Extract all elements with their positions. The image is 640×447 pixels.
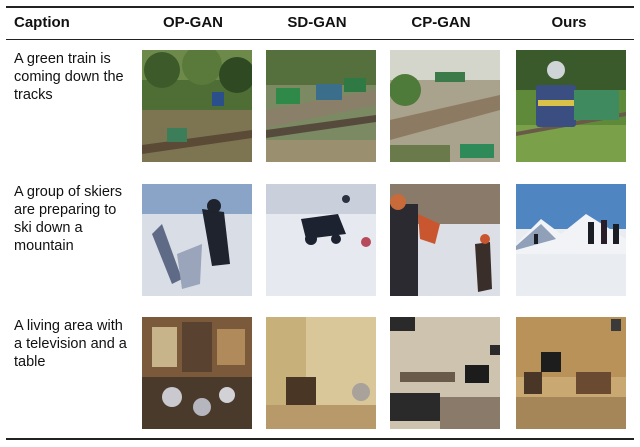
image-op-gan-train [142, 50, 252, 162]
image-ours-living-area [516, 317, 626, 429]
image-sd-gan-train [266, 50, 376, 162]
table-top-rule [6, 6, 634, 8]
image-op-gan-living-area [142, 317, 252, 429]
image-cp-gan-living-area [390, 317, 500, 429]
image-sd-gan-skiers [266, 184, 376, 296]
header-caption: Caption [14, 14, 70, 31]
image-cp-gan-train [390, 50, 500, 162]
header-sd-gan: SD-GAN [287, 14, 347, 31]
image-ours-train [516, 50, 626, 162]
image-cp-gan-skiers [390, 184, 500, 296]
caption-row-1: A green train is coming down the tracks [14, 51, 124, 103]
header-ours: Ours [551, 14, 587, 31]
caption-row-3: A living area with a television and a ta… [14, 318, 127, 370]
caption-row-2: A group of skiers are preparing to ski d… [14, 184, 122, 254]
image-sd-gan-living-area [266, 317, 376, 429]
image-ours-skiers [516, 184, 626, 296]
table-header-rule [6, 39, 634, 40]
header-op-gan: OP-GAN [163, 14, 223, 31]
image-op-gan-skiers [142, 184, 252, 296]
header-cp-gan: CP-GAN [411, 14, 471, 31]
table-bottom-rule [6, 438, 634, 440]
